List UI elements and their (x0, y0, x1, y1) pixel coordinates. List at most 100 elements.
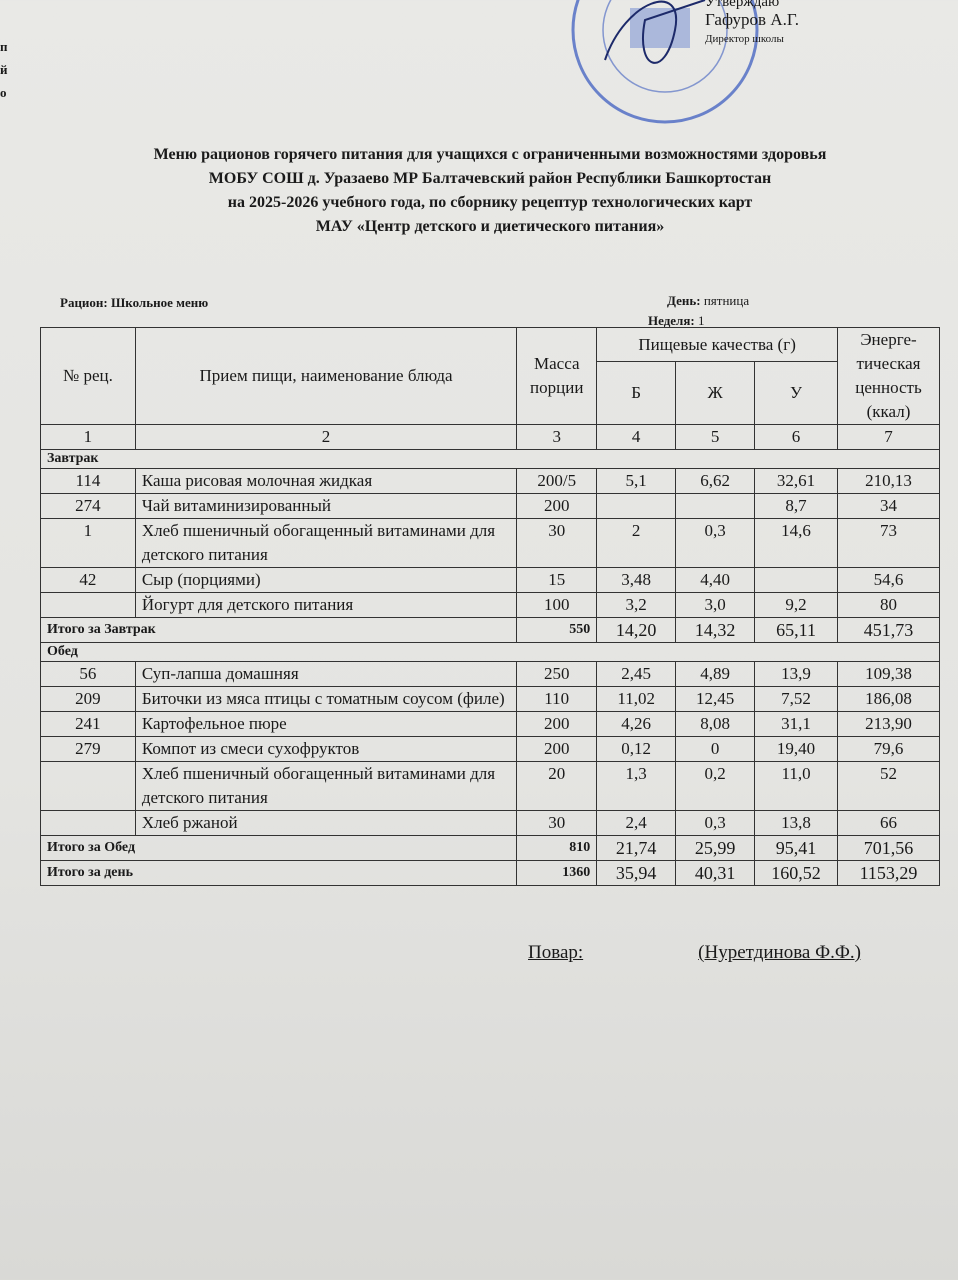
margin-text: п (0, 39, 8, 54)
header-energy: Энерге-тическая ценность (ккал) (837, 327, 940, 425)
header-carbs: У (754, 361, 838, 425)
total-row: Итого за Завтрак 550 14,20 14,32 65,11 451,73 (39, 617, 940, 643)
total-e: 1153,29 (837, 860, 940, 886)
week-label: Неделя: (648, 313, 695, 328)
cell-mass: 200 (516, 493, 598, 519)
total-label: Итого за Завтрак (39, 617, 518, 643)
cell-rec (40, 810, 136, 836)
section-row: Обед (40, 642, 940, 662)
cell-dish: Хлеб ржаной (134, 810, 518, 836)
total-row: Итого за день 1360 35,94 40,31 160,52 1153,29 (39, 860, 940, 886)
week: Неделя: 1 (648, 313, 704, 329)
cell-rec: 274 (40, 493, 136, 519)
column-number: 6 (754, 424, 838, 450)
cell-b: 2,45 (596, 661, 677, 687)
total-zh: 40,31 (675, 860, 756, 886)
cell-zh: 12,45 (675, 686, 756, 712)
header-protein: Б (596, 361, 677, 425)
cell-mass: 30 (516, 518, 598, 568)
column-number: 7 (837, 424, 940, 450)
total-u: 160,52 (754, 860, 838, 886)
cell-b: 2 (596, 518, 677, 568)
cell-rec: 209 (40, 686, 136, 712)
cell-mass: 200 (516, 736, 598, 762)
title-line: на 2025-2026 учебного года, по сборнику … (227, 194, 753, 211)
total-zh: 25,99 (675, 835, 756, 861)
cell-b: 0,12 (596, 736, 677, 762)
cell-b: 1,3 (596, 761, 677, 811)
total-row: Итого за Обед 810 21,74 25,99 95,41 701,56 (39, 835, 940, 861)
column-number: 2 (134, 424, 518, 450)
cell-e: 210,13 (837, 468, 940, 494)
cell-u: 19,40 (754, 736, 838, 762)
approver-name: Гафуров А.Г. (705, 10, 800, 29)
cook-name: (Нуретдинова Ф.Ф.) (698, 942, 861, 963)
cell-dish: Сыр (порциями) (134, 567, 518, 593)
cell-b: 11,02 (596, 686, 677, 712)
table-row: 56 Суп-лапша домашняя 250 2,45 4,89 13,9 109,3… (40, 661, 940, 687)
cook-signature: Повар: (Нуретдинова Ф.Ф.) (528, 942, 861, 964)
approver-position: Директор школы (705, 33, 784, 45)
cell-e: 52 (837, 761, 940, 811)
cook-label: Повар: (528, 942, 584, 963)
table-row: 1 Хлеб пшеничный обогащенный витаминами д… (40, 518, 940, 568)
day-label: День: (667, 293, 701, 308)
total-b: 21,74 (596, 835, 677, 861)
column-number: 1 (40, 424, 136, 450)
cell-b: 4,26 (596, 711, 677, 737)
document-title: Меню рационов горячего питания для учащи… (0, 143, 958, 239)
column-number: 3 (516, 424, 598, 450)
cell-u (754, 567, 838, 593)
cell-e: 213,90 (837, 711, 940, 737)
table-row: 209 Биточки из мяса птицы с томатным соус… (40, 686, 940, 712)
cell-zh: 0,3 (675, 810, 756, 836)
cell-zh: 0,2 (675, 761, 756, 811)
total-e: 701,56 (837, 835, 940, 861)
cell-e: 80 (837, 592, 940, 618)
cell-e: 34 (837, 493, 940, 519)
cell-e: 54,6 (837, 567, 940, 593)
header-rec: № рец. (40, 327, 136, 425)
cell-u: 31,1 (754, 711, 838, 737)
cell-mass: 20 (516, 761, 598, 811)
cell-u: 9,2 (754, 592, 838, 618)
column-number: 5 (675, 424, 756, 450)
cell-e: 186,08 (837, 686, 940, 712)
cell-dish: Йогурт для детского питания (134, 592, 518, 618)
cell-rec: 56 (40, 661, 136, 687)
cell-mass: 200/5 (516, 468, 598, 494)
table-row: Хлеб ржаной 30 2,4 0,3 13,8 66 (40, 810, 940, 836)
day: День: пятница (667, 293, 749, 309)
title-line: Меню рационов горячего питания для учащи… (153, 146, 827, 163)
cell-b: 5,1 (596, 468, 677, 494)
table-row: Хлеб пшеничный обогащенный витаминами дл… (40, 761, 940, 811)
cell-mass: 200 (516, 711, 598, 737)
cell-u: 8,7 (754, 493, 838, 519)
cell-mass: 100 (516, 592, 598, 618)
cell-mass: 15 (516, 567, 598, 593)
section-row: Завтрак (40, 449, 940, 469)
cell-rec: 42 (40, 567, 136, 593)
cell-u: 14,6 (754, 518, 838, 568)
table-row: 114 Каша рисовая молочная жидкая 200/5 5,1 6… (40, 468, 940, 494)
ration-value: Школьное меню (111, 295, 209, 310)
cell-u: 11,0 (754, 761, 838, 811)
column-number: 4 (596, 424, 677, 450)
cell-mass: 30 (516, 810, 598, 836)
cell-dish: Биточки из мяса птицы с томатным соусом … (134, 686, 518, 712)
school-stamp (571, 0, 759, 124)
total-mass: 1360 (516, 860, 598, 886)
cell-e: 66 (837, 810, 940, 836)
approval-label: Утверждаю (705, 0, 780, 10)
cell-e: 79,6 (837, 736, 940, 762)
cell-zh: 3,0 (675, 592, 756, 618)
header-mass: Масса порции (516, 327, 598, 425)
cell-b (596, 493, 677, 519)
cell-zh: 8,08 (675, 711, 756, 737)
total-mass: 810 (516, 835, 598, 861)
margin-text: й (0, 62, 8, 77)
cell-b: 3,48 (596, 567, 677, 593)
cell-mass: 250 (516, 661, 598, 687)
cell-dish: Каша рисовая молочная жидкая (134, 468, 518, 494)
